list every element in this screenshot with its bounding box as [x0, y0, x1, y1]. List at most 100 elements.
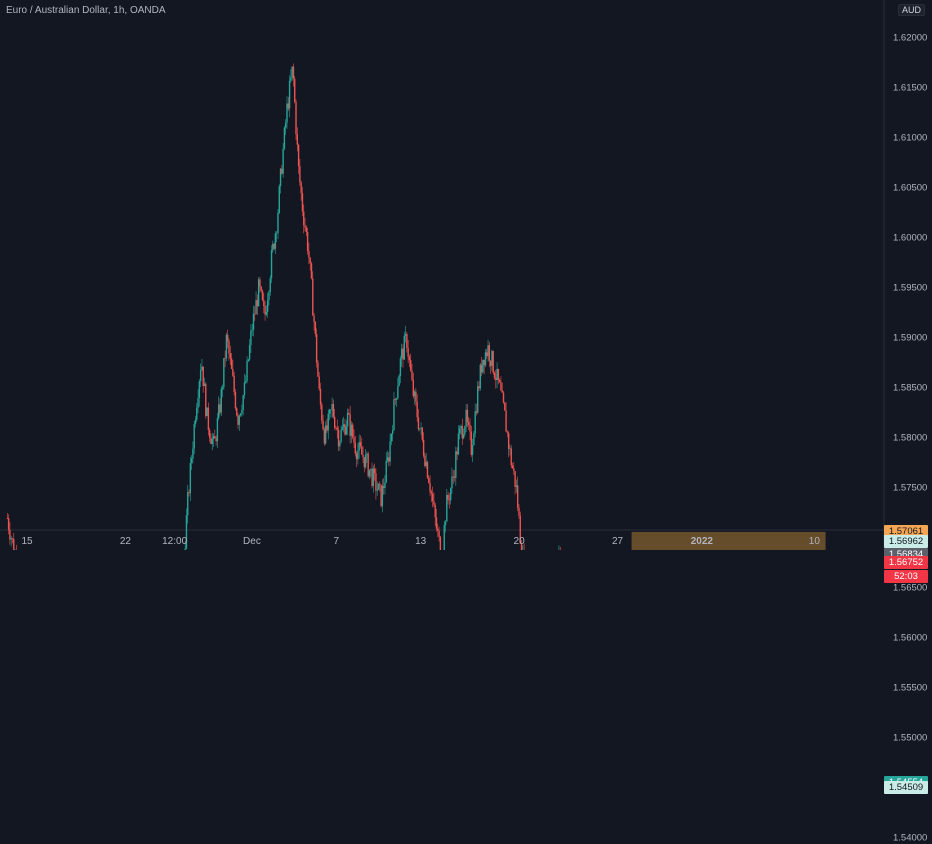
- candle-body-140: [187, 492, 189, 516]
- candle-body-203: [268, 291, 270, 301]
- candle-body-343: [448, 499, 451, 501]
- candle-body-383: [500, 382, 502, 391]
- candle-body-353: [461, 425, 463, 439]
- candle-body-220: [290, 77, 292, 82]
- candle-body-4: [11, 538, 14, 539]
- candle-body-208: [274, 233, 277, 249]
- candle-body-200: [264, 306, 266, 315]
- candle-body-264: [346, 412, 349, 427]
- candle-body-275: [361, 446, 363, 455]
- candle-body-173: [229, 353, 231, 359]
- candle-body-288: [377, 483, 380, 490]
- candle-body-215: [283, 127, 286, 149]
- candle-body-227: [299, 166, 301, 183]
- candle-body-228: [300, 182, 302, 194]
- candle-body-258: [339, 441, 341, 447]
- candle-body-307: [402, 348, 404, 360]
- candle-body-169: [224, 358, 226, 359]
- candle-body-267: [350, 424, 353, 436]
- candle-body-172: [228, 341, 230, 354]
- candle-body-324: [424, 455, 426, 467]
- candle-body-311: [407, 347, 409, 357]
- y-tick-label-14: 1.54000: [893, 832, 928, 844]
- candle-body-346: [452, 476, 454, 478]
- candle-body-336: [439, 536, 442, 550]
- candle-body-341: [446, 494, 448, 522]
- candle-body-0: [6, 518, 9, 519]
- candle-body-1: [7, 518, 10, 530]
- y-tick-label-13: 1.55000: [893, 732, 928, 744]
- candle-body-147: [196, 407, 198, 420]
- x-tick-label-1: 22: [119, 536, 131, 547]
- candle-body-301: [394, 399, 396, 400]
- candle-body-245: [322, 420, 324, 430]
- candle-body-393: [513, 468, 515, 472]
- candle-body-293: [384, 482, 386, 488]
- candle-body-351: [458, 428, 461, 434]
- candle-body-146: [194, 419, 197, 425]
- candle-body-314: [411, 370, 413, 380]
- candle-body-138: [184, 548, 186, 550]
- candle-body-260: [341, 427, 344, 430]
- candle-body-300: [393, 399, 395, 431]
- candle-body-357: [466, 409, 469, 422]
- candle-body-143: [190, 458, 193, 463]
- candle-body-352: [460, 425, 462, 429]
- candle-body-377: [492, 351, 494, 373]
- candle-body-310: [406, 333, 408, 348]
- candle-body-329: [430, 491, 433, 494]
- candle-body-395: [515, 485, 518, 487]
- chart-title: Euro / Australian Dollar, 1h, OANDA: [6, 5, 166, 16]
- x-tick-label-5: 13: [415, 536, 427, 547]
- candle-body-142: [189, 462, 192, 494]
- candle-body-385: [502, 392, 505, 403]
- candle-body-281: [368, 469, 371, 477]
- candle-body-277: [363, 457, 366, 468]
- candle-body-196: [259, 279, 261, 287]
- candle-body-194: [256, 300, 259, 307]
- candle-body-315: [412, 379, 414, 397]
- candle-body-236: [310, 263, 313, 279]
- candle-body-184: [243, 382, 246, 396]
- candle-body-163: [216, 418, 219, 442]
- candle-body-262: [344, 424, 346, 435]
- candle-body-185: [245, 380, 247, 383]
- candle-body-328: [429, 482, 431, 492]
- candle-body-175: [232, 368, 234, 376]
- candle-body-209: [275, 233, 278, 234]
- candle-body-371: [484, 352, 487, 366]
- candle-body-376: [491, 351, 493, 366]
- candle-body-284: [372, 468, 375, 487]
- candle-body-373: [487, 345, 489, 357]
- candle-body-202: [266, 300, 269, 312]
- candle-body-238: [313, 315, 315, 322]
- candle-body-259: [340, 429, 342, 442]
- candle-body-213: [281, 168, 283, 174]
- candle-body-280: [367, 453, 369, 477]
- candle-body-216: [285, 122, 287, 128]
- candle-body-312: [408, 356, 411, 361]
- y-tick-label-3: 1.60500: [893, 182, 928, 194]
- y-tick-label-4: 1.60000: [893, 232, 928, 244]
- candle-body-197: [260, 286, 262, 291]
- candle-body-211: [278, 186, 280, 213]
- y-tick-label-0: 1.62000: [893, 32, 928, 44]
- candle-body-217: [286, 103, 288, 123]
- candle-body-316: [413, 391, 416, 397]
- price-chart[interactable]: [0, 0, 932, 550]
- x-tick-label-7: 27: [611, 536, 624, 547]
- candle-body-378: [493, 372, 496, 379]
- candle-body-151: [201, 366, 203, 370]
- candle-body-176: [233, 375, 235, 393]
- candle-body-271: [355, 453, 358, 460]
- candle-body-162: [215, 438, 217, 442]
- candle-body-225: [296, 134, 299, 145]
- candle-body-299: [391, 430, 394, 434]
- candle-body-232: [305, 227, 308, 232]
- candle-body-390: [509, 448, 511, 450]
- candle-body-319: [417, 417, 420, 430]
- currency-button[interactable]: AUD: [898, 4, 926, 16]
- candle-body-335: [438, 530, 440, 537]
- candle-body-296: [388, 457, 390, 462]
- candle-body-269: [353, 437, 355, 443]
